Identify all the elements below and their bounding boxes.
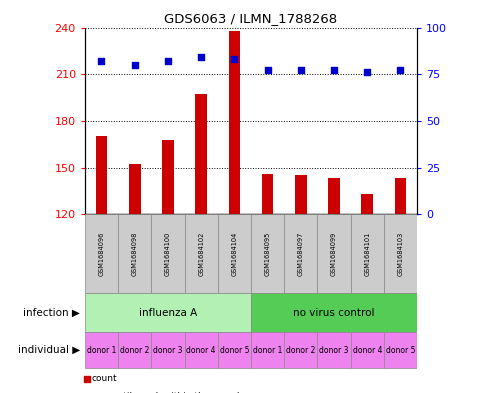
Point xyxy=(263,67,271,73)
Bar xyxy=(251,293,416,332)
Bar xyxy=(184,214,217,293)
Text: count: count xyxy=(91,374,117,383)
Point xyxy=(131,62,138,68)
Bar xyxy=(85,293,251,332)
Bar xyxy=(228,31,240,214)
Text: GSM1684097: GSM1684097 xyxy=(297,231,303,276)
Point xyxy=(396,67,404,73)
Text: donor 4: donor 4 xyxy=(186,345,215,354)
Text: GSM1684104: GSM1684104 xyxy=(231,231,237,276)
Text: infection ▶: infection ▶ xyxy=(23,308,80,318)
Text: percentile rank within the sample: percentile rank within the sample xyxy=(91,392,244,393)
Bar xyxy=(217,214,251,293)
Bar xyxy=(184,332,217,368)
Bar xyxy=(85,214,118,293)
Bar xyxy=(294,175,306,214)
Bar xyxy=(261,174,273,214)
Bar xyxy=(85,332,118,368)
Text: donor 3: donor 3 xyxy=(153,345,182,354)
Bar xyxy=(129,164,140,214)
Point xyxy=(197,54,205,61)
Bar xyxy=(118,214,151,293)
Text: GSM1684100: GSM1684100 xyxy=(165,231,170,276)
Bar xyxy=(217,332,251,368)
Point xyxy=(330,67,337,73)
Bar xyxy=(251,332,284,368)
Point xyxy=(164,58,171,64)
Bar xyxy=(361,194,372,214)
Text: donor 2: donor 2 xyxy=(286,345,315,354)
Text: GSM1684099: GSM1684099 xyxy=(331,231,336,275)
Bar xyxy=(95,136,107,214)
Text: individual ▶: individual ▶ xyxy=(18,345,80,355)
Text: GSM1684101: GSM1684101 xyxy=(363,231,369,275)
Title: GDS6063 / ILMN_1788268: GDS6063 / ILMN_1788268 xyxy=(164,12,337,25)
Text: donor 3: donor 3 xyxy=(318,345,348,354)
Bar xyxy=(162,140,173,214)
Bar xyxy=(328,178,339,214)
Point xyxy=(296,67,304,73)
Bar xyxy=(151,332,184,368)
Text: no virus control: no virus control xyxy=(293,308,374,318)
Text: donor 2: donor 2 xyxy=(120,345,149,354)
Bar xyxy=(284,214,317,293)
Bar xyxy=(317,214,350,293)
Text: donor 4: donor 4 xyxy=(352,345,381,354)
Point xyxy=(363,69,370,75)
Text: GSM1684102: GSM1684102 xyxy=(198,231,204,276)
Bar xyxy=(317,332,350,368)
Point xyxy=(97,58,105,64)
Bar xyxy=(383,214,416,293)
Bar xyxy=(284,332,317,368)
Text: donor 5: donor 5 xyxy=(385,345,414,354)
Text: GSM1684098: GSM1684098 xyxy=(132,231,137,276)
Bar xyxy=(195,94,207,214)
Bar xyxy=(383,332,416,368)
Text: GSM1684103: GSM1684103 xyxy=(397,231,403,275)
Bar xyxy=(118,332,151,368)
Bar xyxy=(394,178,406,214)
Text: donor 5: donor 5 xyxy=(219,345,249,354)
Point xyxy=(82,376,90,382)
Point xyxy=(230,56,238,62)
Text: donor 1: donor 1 xyxy=(87,345,116,354)
Text: GSM1684095: GSM1684095 xyxy=(264,231,270,276)
Bar xyxy=(251,214,284,293)
Bar xyxy=(151,214,184,293)
Bar xyxy=(350,332,383,368)
Bar xyxy=(350,214,383,293)
Text: donor 1: donor 1 xyxy=(252,345,282,354)
Text: influenza A: influenza A xyxy=(138,308,197,318)
Text: GSM1684096: GSM1684096 xyxy=(98,231,104,276)
